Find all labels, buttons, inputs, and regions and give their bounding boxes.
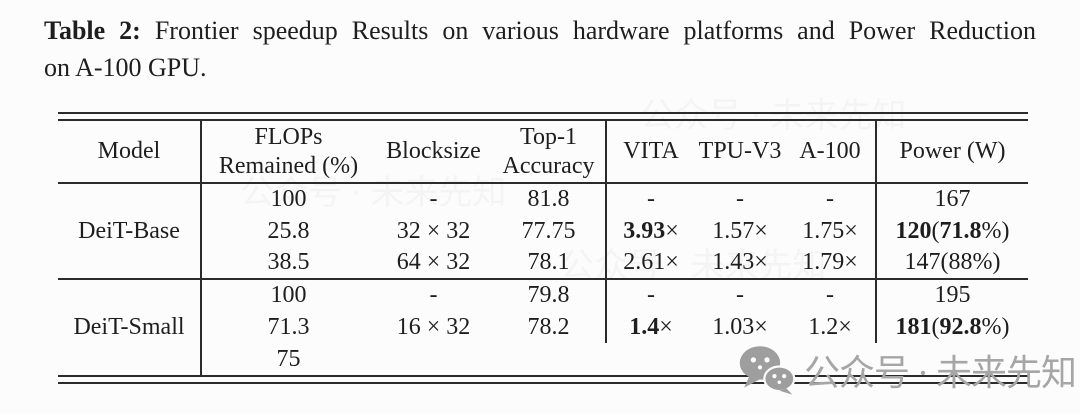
- results-table: Model FLOPs Remained (%) Blocksize Top-1…: [58, 121, 1028, 375]
- group-deit-base: DeiT-Base 100 - 81.8 - - - 167 25.8 32 ×…: [58, 183, 1028, 279]
- table-row: 75: [58, 343, 1028, 375]
- top1-cell: 78.2: [492, 311, 607, 343]
- group-deit-small: DeiT-Small 100 - 79.8 - - - 195 71.3 16 …: [58, 279, 1028, 375]
- table-row: 38.5 64 × 32 78.1 2.61× 1.43× 1.79× 147(…: [58, 247, 1028, 279]
- top1-cell: 78.1: [492, 247, 607, 279]
- power-cell: 195: [934, 282, 971, 308]
- power-cell: 167: [934, 186, 971, 212]
- flops-cell: 100: [270, 282, 307, 308]
- wechat-icon: [739, 346, 796, 395]
- vita-cell: 2.61×: [623, 249, 679, 275]
- header-row: Model FLOPs Remained (%) Blocksize Top-1…: [58, 121, 1028, 183]
- table-bottom-double-rule: [58, 375, 1028, 384]
- power-cell: 147(88%): [904, 249, 1001, 275]
- header-power: Power (W): [899, 138, 1006, 164]
- blocksize-cell: 16 × 32: [396, 313, 471, 340]
- top1-cell: 79.8: [492, 279, 607, 311]
- watermark-text: 公众号 · 未来先知: [804, 353, 1077, 393]
- table-caption: Table 2: Frontier speedup Results on var…: [44, 12, 1036, 86]
- blocksize-cell: 64 × 32: [396, 249, 471, 275]
- a100-cell: 1.75×: [785, 215, 877, 247]
- model-cell: DeiT-Small: [58, 279, 202, 375]
- header-top1-accuracy: Top-1 Accuracy: [492, 121, 607, 183]
- top1-cell: 81.8: [492, 183, 607, 215]
- a100-cell: -: [785, 183, 877, 215]
- top1-cell: 77.75: [492, 215, 607, 247]
- header-model: Model: [58, 121, 202, 183]
- blocksize-cell: 32 × 32: [396, 217, 471, 244]
- top1-cell: [492, 343, 606, 375]
- power-cell: 120(71.8%): [895, 217, 1010, 244]
- table-top-double-rule: [58, 112, 1028, 121]
- vita-cell: -: [647, 186, 655, 212]
- tpu-cell: 1.57×: [712, 217, 768, 244]
- table-row: DeiT-Base 100 - 81.8 - - - 167: [58, 183, 1028, 279]
- flops-cell: 25.8: [267, 217, 310, 244]
- flops-cell: 75: [276, 345, 301, 372]
- tpu-cell: -: [736, 282, 744, 308]
- tpu-cell: -: [736, 186, 744, 212]
- vita-cell: 1.4×: [629, 313, 673, 340]
- flops-cell: 71.3: [267, 313, 310, 340]
- header-a100: A-100: [785, 121, 877, 183]
- header-tpu-v3: TPU-V3: [698, 138, 782, 164]
- blocksize-cell: -: [429, 282, 438, 308]
- caption-text: Frontier speedup Results on various hard…: [154, 16, 1036, 45]
- header-flops: FLOPs Remained (%): [218, 123, 359, 179]
- watermark: 公众号 · 未来先知: [738, 341, 1077, 399]
- blocksize-cell: [375, 343, 492, 375]
- flops-cell: 100: [270, 186, 307, 212]
- tpu-cell: 1.03×: [712, 313, 768, 340]
- caption-line-1: Table 2: Frontier speedup Results on var…: [44, 12, 1036, 49]
- caption-label: Table 2:: [44, 16, 141, 45]
- a100-cell: 1.79×: [785, 247, 877, 279]
- header-blocksize: Blocksize: [386, 138, 481, 164]
- power-cell: 181(92.8%): [895, 313, 1010, 340]
- results-table-container: Model FLOPs Remained (%) Blocksize Top-1…: [58, 112, 1028, 384]
- a100-cell: 1.2×: [785, 311, 877, 343]
- table-row: DeiT-Small 100 - 79.8 - - - 195: [58, 279, 1028, 375]
- vita-cell: 3.93×: [623, 217, 679, 244]
- header-vita: VITA: [623, 138, 679, 164]
- caption-line-2: on A-100 GPU.: [44, 53, 207, 82]
- a100-cell: -: [785, 279, 877, 311]
- table-header: Model FLOPs Remained (%) Blocksize Top-1…: [58, 121, 1028, 183]
- table-row: 71.3 16 × 32 78.2 1.4× 1.03× 1.2× 181(92…: [58, 311, 1028, 343]
- table-row: 25.8 32 × 32 77.75 3.93× 1.57× 1.75× 120…: [58, 215, 1028, 247]
- model-cell: DeiT-Base: [58, 183, 202, 279]
- flops-cell: 38.5: [267, 249, 310, 275]
- blocksize-cell: -: [429, 186, 438, 212]
- vita-cell: -: [647, 282, 655, 308]
- tpu-cell: 1.43×: [712, 249, 768, 275]
- vita-cell: [606, 343, 695, 375]
